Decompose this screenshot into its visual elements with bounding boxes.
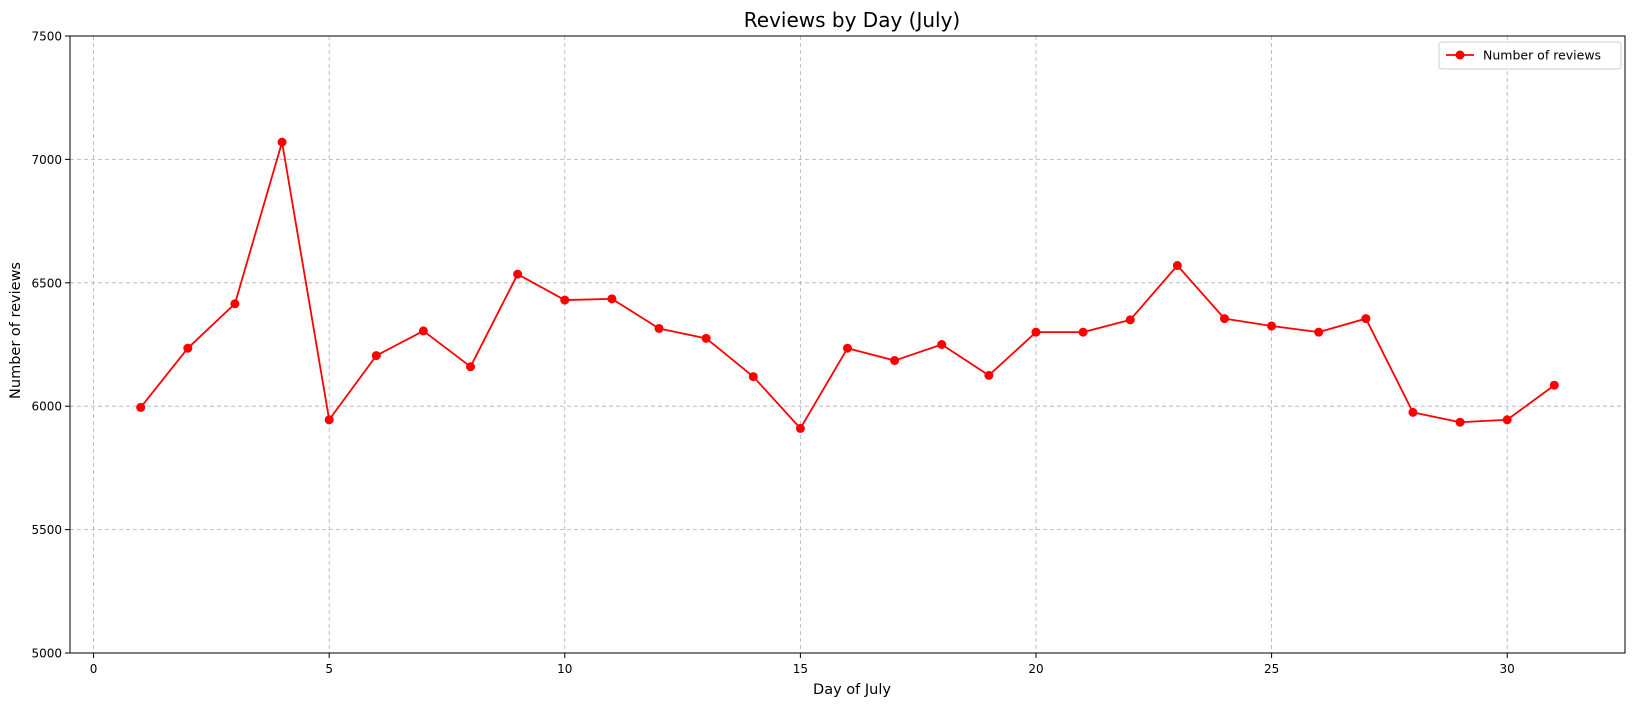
data-point: [324, 415, 334, 425]
x-tick-label: 0: [90, 662, 98, 676]
data-point: [1219, 314, 1229, 324]
data-point: [701, 333, 711, 343]
data-point: [418, 326, 428, 336]
data-point: [371, 351, 381, 361]
x-tick-label: 15: [793, 662, 808, 676]
data-point: [1078, 327, 1088, 337]
y-tick-label: 5500: [31, 523, 62, 537]
series-line-number-of-reviews: [139, 141, 1555, 430]
data-point: [748, 372, 758, 382]
data-point: [1125, 315, 1135, 325]
legend: Number of reviews: [1438, 41, 1622, 70]
x-tick-label: 30: [1500, 662, 1515, 676]
chart-title: Reviews by Day (July): [744, 8, 960, 32]
data-point: [1172, 261, 1182, 271]
data-point: [183, 343, 193, 353]
y-tick-label: 7000: [31, 153, 62, 167]
data-point: [607, 294, 617, 304]
data-point: [890, 356, 900, 366]
data-point: [1267, 321, 1277, 331]
data-point: [466, 362, 476, 372]
x-tick-label: 10: [557, 662, 572, 676]
data-point: [1408, 407, 1418, 417]
data-point: [1314, 327, 1324, 337]
y-tick-label: 6000: [31, 400, 62, 414]
legend-box: [1438, 41, 1622, 70]
x-axis-label: Day of July: [813, 682, 891, 698]
axis-ticks: 0 5 10 15 20 25 30 5000 5500 6000 6500 7000 7500: [31, 30, 1514, 677]
x-tick-label: 25: [1264, 662, 1279, 676]
data-point: [1031, 327, 1041, 337]
y-tick-label: 7500: [31, 30, 62, 44]
data-point: [513, 269, 523, 279]
data-point: [230, 299, 240, 309]
data-point: [937, 340, 947, 349]
data-point: [843, 343, 852, 353]
y-tick-label: 5000: [31, 647, 62, 661]
data-point: [1455, 417, 1465, 427]
x-tick-label: 5: [325, 662, 333, 676]
data-point: [136, 402, 146, 412]
y-tick-label: 6500: [31, 276, 62, 290]
data-point: [1549, 380, 1559, 390]
series-layer: [136, 137, 1559, 433]
data-point: [984, 370, 994, 380]
plot-frame: [69, 35, 1626, 654]
x-tick-label: 20: [1028, 662, 1043, 676]
legend-marker-swatch: [1455, 50, 1465, 60]
legend-label-number-of-reviews: Number of reviews: [1483, 48, 1601, 63]
y-axis-label: Number of reviews: [8, 262, 24, 399]
data-point: [654, 323, 664, 333]
data-point: [1361, 314, 1371, 324]
data-point: [795, 423, 805, 433]
data-point: [1502, 415, 1512, 425]
data-point: [277, 137, 287, 147]
data-point: [560, 295, 570, 305]
